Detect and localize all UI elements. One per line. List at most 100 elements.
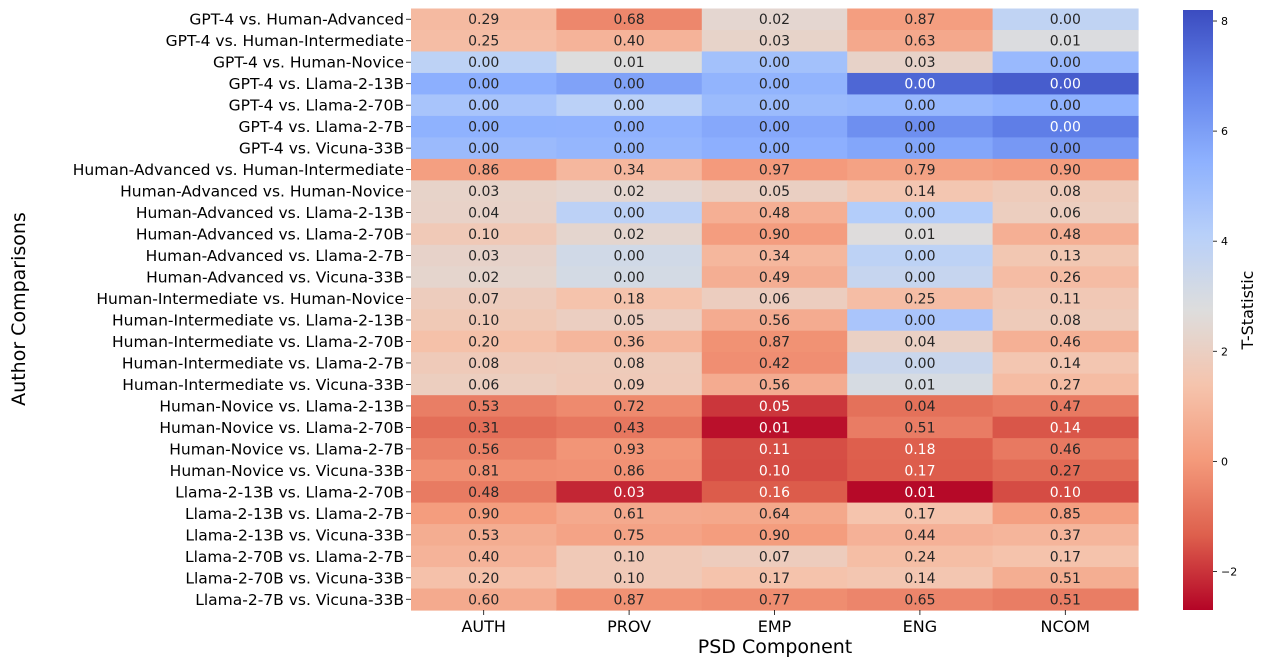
heatmap-cell xyxy=(847,373,994,396)
heatmap-cell xyxy=(556,158,703,181)
row-label: Human-Advanced vs. Human-Novice xyxy=(120,183,404,201)
heatmap-cell xyxy=(992,524,1139,547)
heatmap-cell xyxy=(992,481,1139,504)
cell-value-label: 0.36 xyxy=(614,334,645,350)
cell-value-label: 0.31 xyxy=(468,420,499,436)
heatmap-cell xyxy=(411,438,557,461)
heatmap-cell xyxy=(556,588,703,611)
cell-value-label: 0.00 xyxy=(614,206,645,222)
cell-value-label: 0.26 xyxy=(1050,270,1081,286)
heatmap-cell xyxy=(992,502,1139,525)
heatmap-cell xyxy=(847,588,994,611)
cell-value-label: 0.09 xyxy=(614,377,645,393)
heatmap-cell xyxy=(847,395,994,418)
heatmap-cell xyxy=(556,330,703,353)
heatmap-cells: 0.29 0.68 0.02 0.87 0.00 0.25 0.40 0.03 0.63 0.01… xyxy=(411,8,1139,611)
cell-value-label: 0.48 xyxy=(759,206,790,222)
heatmap-cell xyxy=(701,330,848,353)
cell-value-label: 0.53 xyxy=(468,528,499,544)
cell-value-label: 0.00 xyxy=(1050,77,1081,93)
cell-value-label: 0.87 xyxy=(614,592,645,608)
row-label: Human-Intermediate vs. Llama-2-7B xyxy=(122,354,404,372)
cell-value-label: 0.00 xyxy=(1050,120,1081,136)
heatmap-cell xyxy=(847,287,994,310)
cell-value-label: 0.03 xyxy=(468,184,499,200)
heatmap-cell xyxy=(992,373,1139,396)
cell-value-label: 0.46 xyxy=(1050,442,1081,458)
column-label: ENG xyxy=(903,617,937,636)
heatmap-cell xyxy=(556,266,703,289)
heatmap-cell xyxy=(992,330,1139,353)
cell-value-label: 0.00 xyxy=(904,270,935,286)
heatmap-cell xyxy=(411,309,557,332)
cell-value-label: 0.00 xyxy=(759,120,790,136)
heatmap-cell xyxy=(992,416,1139,439)
heatmap-cell xyxy=(847,29,994,53)
cell-value-label: 0.08 xyxy=(1050,184,1081,200)
cell-value-label: 0.64 xyxy=(759,506,790,522)
heatmap-cell xyxy=(701,8,848,31)
heatmap-cell xyxy=(847,72,994,96)
heatmap-cell xyxy=(556,481,703,504)
heatmap-cell xyxy=(992,567,1139,590)
row-label: Llama-2-13B vs. Llama-2-70B xyxy=(175,483,404,501)
row-label: Llama-2-13B vs. Vicuna-33B xyxy=(185,526,404,544)
cell-value-label: 0.79 xyxy=(904,163,935,179)
cell-value-label: 0.07 xyxy=(468,292,499,308)
cell-value-label: 0.37 xyxy=(1050,528,1081,544)
heatmap-cell xyxy=(411,287,557,310)
cell-value-label: 0.72 xyxy=(614,399,645,415)
cell-value-label: 0.34 xyxy=(614,163,645,179)
heatmap-cell xyxy=(701,438,848,461)
heatmap-cell xyxy=(847,309,994,332)
heatmap-cell xyxy=(411,373,557,396)
cell-value-label: 0.10 xyxy=(1050,485,1081,501)
row-label: GPT-4 vs. Llama-2-7B xyxy=(239,118,404,136)
heatmap-cell xyxy=(556,180,703,203)
cell-value-label: 0.06 xyxy=(759,292,790,308)
cell-value-label: 0.16 xyxy=(759,485,790,501)
column-label: NCOM xyxy=(1041,617,1091,636)
cell-value-label: 0.00 xyxy=(904,98,935,114)
heatmap-cell xyxy=(847,524,994,547)
cell-value-label: 0.43 xyxy=(614,420,645,436)
cell-value-label: 0.17 xyxy=(1050,549,1081,565)
heatmap-cell xyxy=(556,8,703,31)
heatmap-cell xyxy=(411,8,557,31)
row-label: Human-Intermediate vs. Vicuna-33B xyxy=(122,376,404,394)
heatmap-cell xyxy=(992,180,1139,203)
heatmap-cell xyxy=(701,416,848,439)
heatmap-cell xyxy=(556,94,703,117)
cell-value-label: 0.75 xyxy=(614,528,645,544)
cell-value-label: 0.51 xyxy=(1050,592,1081,608)
heatmap-cell xyxy=(992,545,1139,568)
cell-value-label: 0.14 xyxy=(904,571,935,587)
heatmap-cell xyxy=(701,373,848,396)
cell-value-label: 0.03 xyxy=(904,55,935,71)
cell-value-label: 0.04 xyxy=(468,206,499,222)
heatmap-cell xyxy=(556,567,703,590)
heatmap-cell xyxy=(556,395,703,418)
row-label: Human-Novice vs. Llama-2-7B xyxy=(169,440,404,458)
cell-value-label: 0.10 xyxy=(614,571,645,587)
heatmap-cell xyxy=(411,481,557,504)
row-labels: GPT-4 vs. Human-Advanced GPT-4 vs. Human-… xyxy=(73,11,411,609)
row-label: Llama-2-70B vs. Vicuna-33B xyxy=(185,569,404,587)
heatmap-cell xyxy=(847,481,994,504)
heatmap-cell xyxy=(556,223,703,246)
column-label: EMP xyxy=(758,617,792,636)
cell-value-label: 0.00 xyxy=(759,98,790,114)
heatmap-cell xyxy=(992,72,1139,96)
cell-value-label: 0.40 xyxy=(468,549,499,565)
row-label: Llama-2-13B vs. Llama-2-7B xyxy=(185,505,404,523)
heatmap-cell xyxy=(411,266,557,289)
cell-value-label: 0.10 xyxy=(759,463,790,479)
cell-value-label: 0.24 xyxy=(904,549,935,565)
cell-value-label: 0.00 xyxy=(1050,98,1081,114)
heatmap-cell xyxy=(992,438,1139,461)
heatmap-cell xyxy=(992,158,1139,181)
row-label: Human-Intermediate vs. Llama-2-13B xyxy=(112,311,404,329)
cell-value-label: 0.00 xyxy=(614,270,645,286)
cell-value-label: 0.00 xyxy=(904,249,935,265)
